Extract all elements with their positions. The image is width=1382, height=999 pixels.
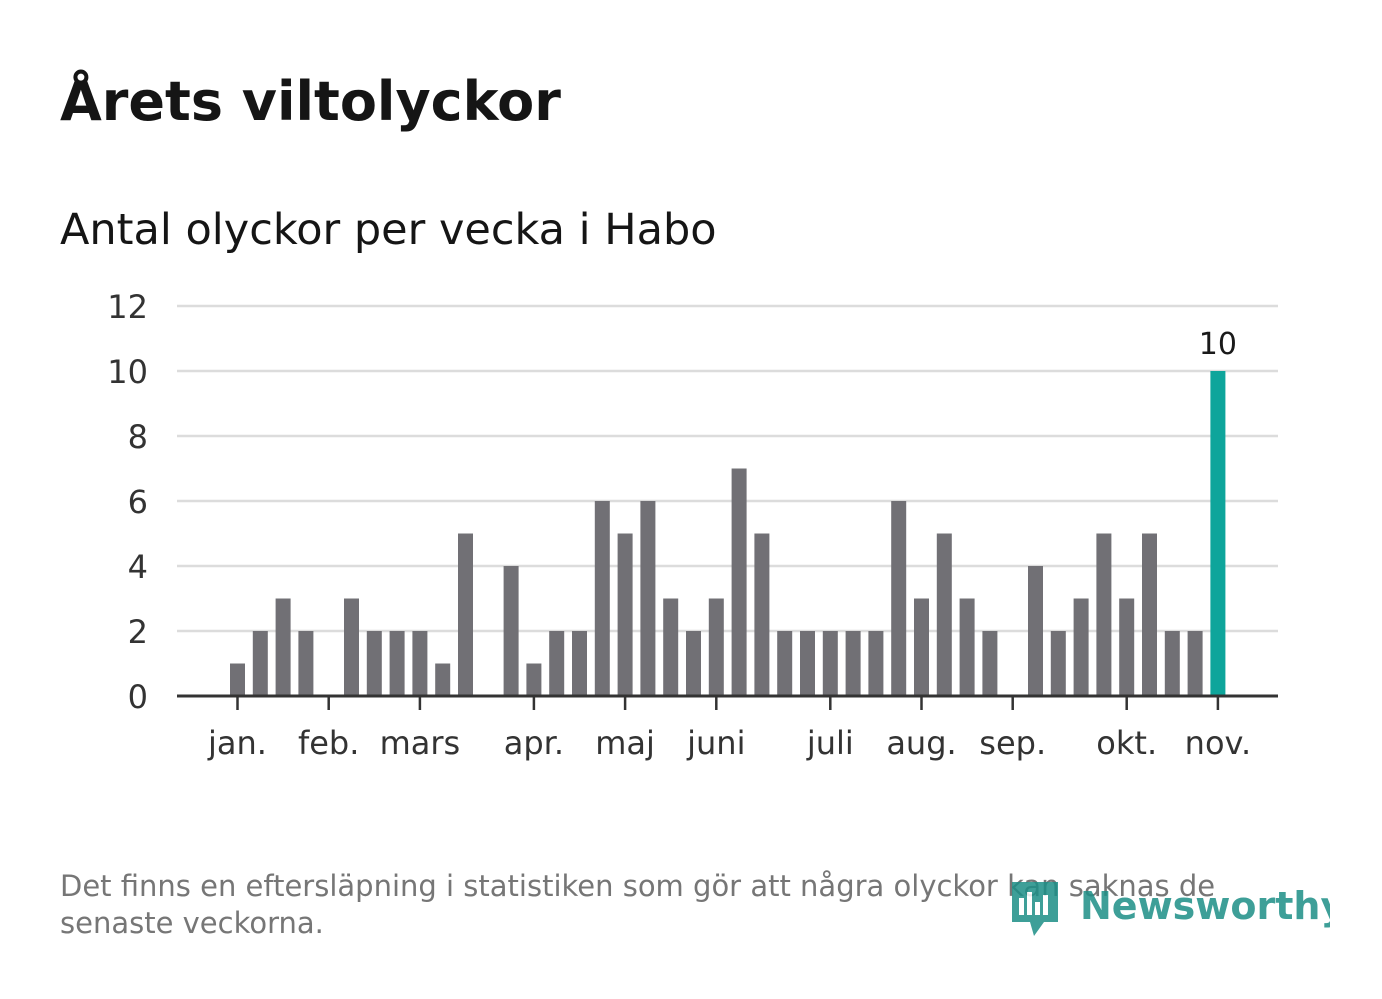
bar-week-22 bbox=[708, 598, 724, 696]
bar-week-17 bbox=[594, 501, 610, 696]
chart-title: Årets viltolyckor bbox=[60, 70, 561, 133]
x-tick-label-mars: mars bbox=[380, 724, 461, 762]
bar-week-2 bbox=[252, 631, 268, 696]
bar-week-43 bbox=[1187, 631, 1203, 696]
x-tick-label-apr: apr. bbox=[504, 724, 564, 762]
bar-week-4 bbox=[298, 631, 314, 696]
y-tick-label-12: 12 bbox=[107, 288, 148, 326]
bar-week-11 bbox=[458, 533, 473, 696]
bar-week-44 bbox=[1210, 371, 1226, 696]
data-labels: 10 bbox=[1199, 327, 1237, 362]
bar-week-29 bbox=[868, 631, 884, 696]
bar-week-40 bbox=[1119, 598, 1135, 696]
bar-week-34 bbox=[982, 631, 998, 696]
y-tick-label-10: 10 bbox=[107, 353, 148, 391]
bar-week-6 bbox=[344, 598, 359, 696]
chart-subtitle: Antal olyckor per vecka i Habo bbox=[60, 205, 717, 255]
x-tick-label-aug: aug. bbox=[886, 724, 956, 762]
bar-week-10 bbox=[435, 663, 451, 696]
y-tick-label-0: 0 bbox=[128, 678, 148, 716]
x-tick-label-sep: sep. bbox=[979, 724, 1046, 762]
bar-week-41 bbox=[1142, 533, 1157, 696]
bar-week-32 bbox=[936, 533, 952, 696]
x-tick-label-feb: feb. bbox=[298, 724, 359, 762]
x-tick-label-juli: juli bbox=[806, 724, 854, 762]
bar-week-31 bbox=[914, 598, 929, 696]
bar-week-19 bbox=[640, 501, 656, 696]
bar-week-42 bbox=[1164, 631, 1180, 696]
bar-week-30 bbox=[891, 501, 907, 696]
bar-week-25 bbox=[777, 631, 793, 696]
y-tick-label-6: 6 bbox=[128, 483, 148, 521]
y-tick-label-8: 8 bbox=[128, 418, 148, 456]
y-tick-label-2: 2 bbox=[128, 613, 148, 651]
gridlines bbox=[177, 304, 1278, 633]
newsworthy-logo-icon bbox=[1012, 882, 1058, 936]
bar-week-28 bbox=[845, 631, 861, 696]
bar-week-8 bbox=[389, 631, 405, 696]
x-tick-label-maj: maj bbox=[595, 724, 655, 762]
bar-week-24 bbox=[754, 533, 770, 696]
x-tick-label-okt: okt. bbox=[1096, 724, 1157, 762]
bar-week-39 bbox=[1096, 533, 1112, 696]
data-label-week-44: 10 bbox=[1199, 327, 1237, 362]
x-tick-label-jan: jan. bbox=[207, 724, 267, 762]
bar-week-20 bbox=[663, 598, 679, 696]
x-axis-tick-labels: jan. feb. mars apr. maj juni juli aug. sep. okt. n… bbox=[207, 724, 1251, 762]
bar-week-36 bbox=[1028, 566, 1043, 696]
newsworthy-logo: Newsworthy bbox=[1010, 876, 1330, 940]
bar-week-15 bbox=[549, 631, 565, 696]
bar-week-3 bbox=[275, 598, 291, 696]
bar-week-33 bbox=[959, 598, 975, 696]
bar-week-23 bbox=[731, 468, 747, 696]
bar-week-27 bbox=[822, 631, 838, 696]
bar-week-37 bbox=[1050, 631, 1066, 696]
bar-week-13 bbox=[503, 566, 519, 696]
bar-week-18 bbox=[617, 533, 633, 696]
newsworthy-logo-text: Newsworthy bbox=[1080, 884, 1330, 928]
bar-week-26 bbox=[800, 631, 815, 696]
bar-week-38 bbox=[1073, 598, 1089, 696]
y-axis-tick-labels: 0 2 4 6 8 10 12 bbox=[107, 288, 148, 716]
bar-week-16 bbox=[572, 631, 587, 696]
bars bbox=[230, 371, 1226, 696]
x-tick-label-nov: nov. bbox=[1185, 724, 1251, 762]
bar-week-1 bbox=[230, 663, 245, 696]
bar-week-9 bbox=[412, 631, 428, 696]
bar-week-7 bbox=[366, 631, 382, 696]
y-tick-label-4: 4 bbox=[128, 548, 148, 586]
x-tick-label-juni: juni bbox=[686, 724, 745, 762]
bar-week-21 bbox=[686, 631, 701, 696]
x-axis bbox=[177, 694, 1278, 710]
bar-week-14 bbox=[526, 663, 542, 696]
